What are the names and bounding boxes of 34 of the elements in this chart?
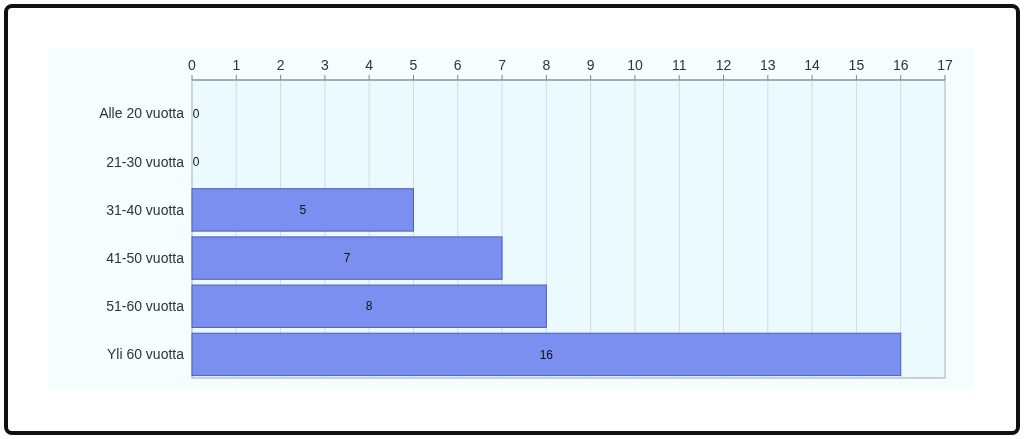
x-tick-label: 2	[276, 57, 285, 73]
y-tick-label: 41-50 vuotta	[106, 249, 185, 266]
x-tick-label: 6	[453, 57, 462, 73]
x-tick-label: 9	[586, 57, 595, 73]
x-tick-label: 7	[498, 57, 507, 73]
data-label: 7	[343, 251, 351, 266]
data-label: 5	[299, 203, 307, 218]
y-tick-label: Yli 60 vuotta	[106, 346, 185, 363]
data-label: 0	[192, 106, 200, 121]
data-label: 8	[365, 299, 373, 314]
x-tick-label: 17	[937, 57, 953, 73]
y-tick-label: Alle 20 vuotta	[99, 105, 185, 122]
x-tick-label: 1	[232, 57, 241, 73]
bar	[191, 188, 414, 232]
bar	[191, 332, 902, 377]
y-tick-label: 31-40 vuotta	[106, 201, 185, 218]
bar	[191, 284, 547, 328]
x-tick-label: 16	[892, 57, 909, 73]
x-tick-label: 11	[671, 57, 687, 73]
y-tick-label: 21-30 vuotta	[106, 153, 185, 170]
x-tick-label: 3	[320, 57, 329, 73]
y-tick-label: 51-60 vuotta	[106, 298, 185, 315]
data-label: 0	[192, 154, 200, 169]
x-tick-label: 12	[715, 57, 732, 73]
bar	[191, 236, 503, 280]
x-tick-label: 15	[848, 57, 865, 73]
x-tick-label: 14	[804, 57, 821, 73]
x-tick-label: 5	[409, 57, 418, 73]
x-tick-label: 10	[627, 57, 643, 73]
x-tick-label: 0	[188, 57, 197, 73]
x-tick-label: 13	[760, 57, 776, 73]
x-tick-label: 8	[542, 57, 551, 73]
data-label: 16	[539, 347, 554, 362]
x-tick-label: 4	[365, 57, 374, 73]
